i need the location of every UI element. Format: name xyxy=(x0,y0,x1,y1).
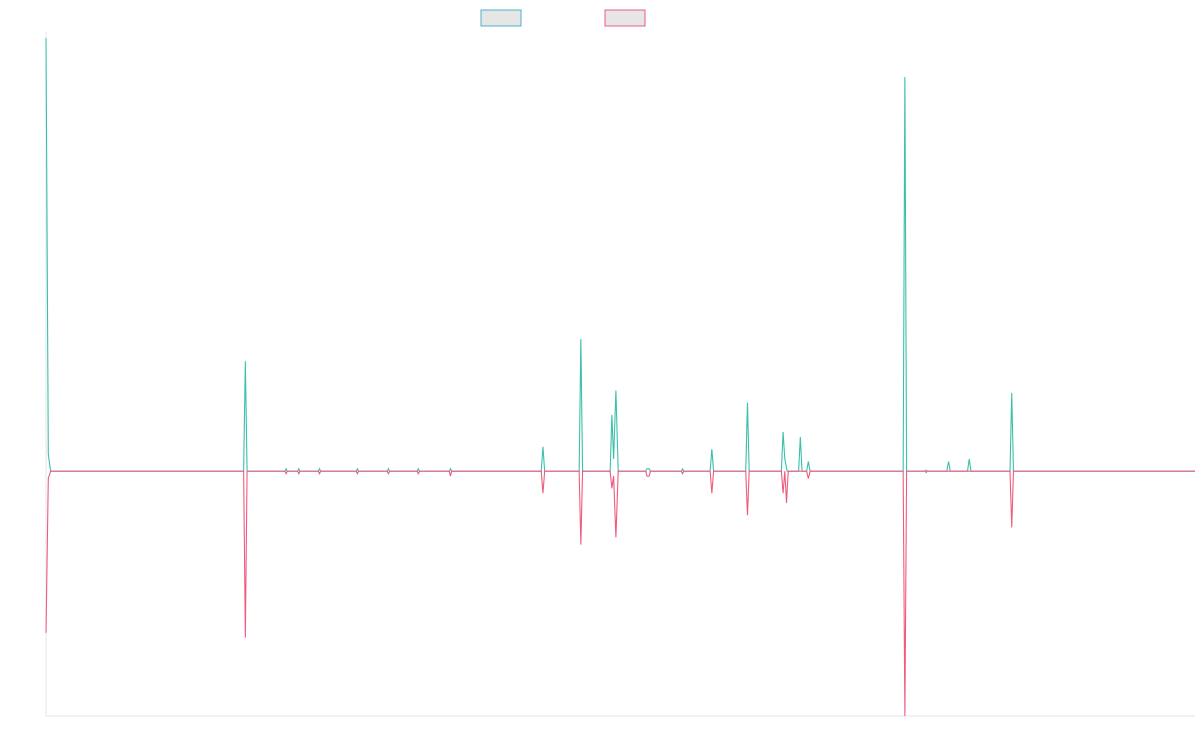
legend xyxy=(480,9,646,27)
legend-swatch-2 xyxy=(604,9,646,27)
axes xyxy=(45,32,1195,717)
legend-swatch-1 xyxy=(480,9,522,27)
series-line-1 xyxy=(45,37,1195,472)
series-line-2 xyxy=(45,470,1195,717)
series-layer xyxy=(45,37,1195,717)
